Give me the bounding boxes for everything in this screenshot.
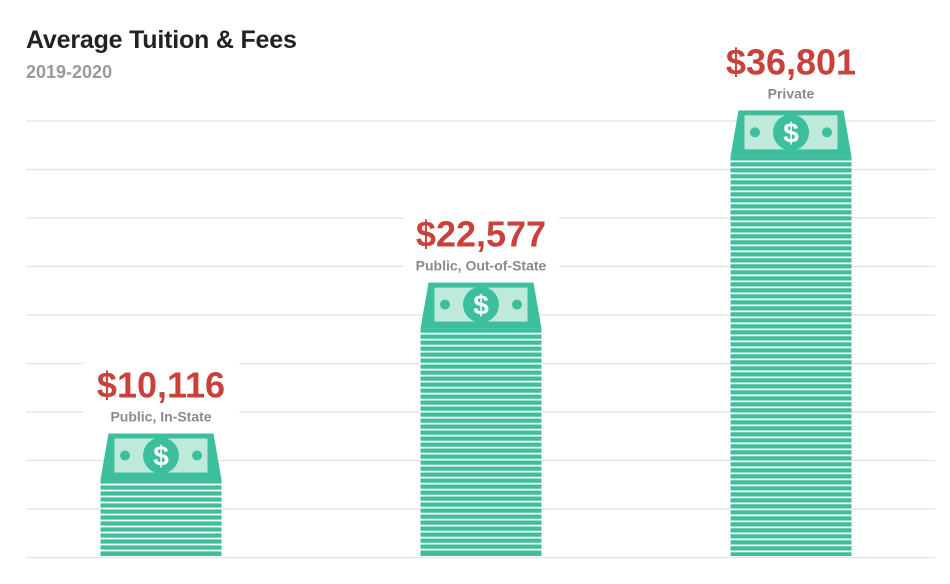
bar-group: $ $36,801 Private: [713, 28, 869, 556]
bill-dot: [512, 299, 522, 310]
chart-title: Average Tuition & Fees: [26, 26, 297, 54]
bar-stack: [100, 479, 222, 556]
label-backdrop: [83, 351, 239, 426]
label-backdrop: [713, 28, 869, 103]
bill-dot: [822, 127, 832, 138]
value-label: $22,577: [416, 214, 546, 255]
chart-subtitle: 2019-2020: [26, 62, 113, 82]
bill-dot: [120, 450, 130, 461]
category-label: Private: [768, 85, 815, 101]
dollar-sign-icon: $: [153, 440, 169, 471]
dollar-bill-icon: [773, 114, 809, 151]
value-label: $10,116: [97, 364, 225, 405]
bar-group: $ $22,577 Public, Out-of-State: [403, 200, 559, 556]
dollar-bill-icon: [143, 437, 179, 474]
bar-stack: [730, 156, 852, 556]
bar-group: $ $10,116 Public, In-State: [83, 351, 239, 556]
dollar-sign-icon: $: [473, 290, 489, 321]
bill-dot: [750, 127, 760, 138]
category-label: Public, In-State: [110, 408, 211, 424]
dollar-sign-icon: $: [783, 117, 799, 148]
bars: $ $10,116 Public, In-State $ $22,577 Public, …: [83, 28, 869, 556]
bill-dot: [192, 450, 202, 461]
value-label: $36,801: [726, 41, 856, 82]
label-backdrop: [403, 200, 559, 275]
bill-dot: [440, 299, 450, 310]
category-label: Public, Out-of-State: [416, 258, 547, 274]
dollar-bill-icon: [463, 286, 499, 323]
